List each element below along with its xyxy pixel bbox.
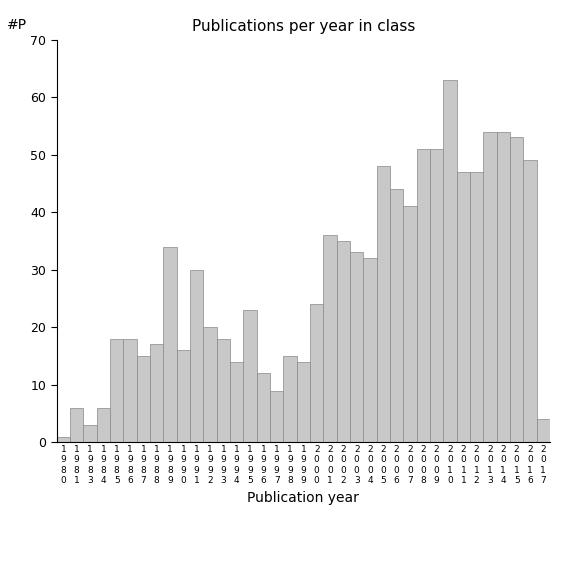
Y-axis label: #P: #P bbox=[7, 18, 27, 32]
Bar bbox=[257, 373, 270, 442]
Bar bbox=[403, 206, 417, 442]
Bar bbox=[390, 189, 403, 442]
Bar bbox=[204, 327, 217, 442]
Bar bbox=[470, 172, 483, 442]
Bar bbox=[510, 137, 523, 442]
Bar bbox=[310, 304, 323, 442]
Bar bbox=[124, 338, 137, 442]
Bar bbox=[363, 258, 376, 442]
Bar bbox=[430, 149, 443, 442]
Bar bbox=[190, 270, 204, 442]
Bar bbox=[443, 80, 456, 442]
Bar bbox=[297, 362, 310, 442]
Bar bbox=[137, 356, 150, 442]
Bar bbox=[217, 338, 230, 442]
Bar bbox=[523, 160, 536, 442]
Bar bbox=[350, 252, 363, 442]
Bar bbox=[150, 345, 163, 442]
X-axis label: Publication year: Publication year bbox=[247, 491, 359, 505]
Bar bbox=[284, 356, 297, 442]
Bar bbox=[57, 437, 70, 442]
Bar bbox=[456, 172, 470, 442]
Bar bbox=[97, 408, 110, 442]
Bar bbox=[323, 235, 337, 442]
Bar bbox=[270, 391, 284, 442]
Bar bbox=[497, 132, 510, 442]
Bar bbox=[243, 310, 257, 442]
Bar bbox=[376, 166, 390, 442]
Bar bbox=[483, 132, 497, 442]
Bar bbox=[83, 425, 97, 442]
Bar bbox=[177, 350, 190, 442]
Bar bbox=[70, 408, 83, 442]
Bar bbox=[417, 149, 430, 442]
Bar bbox=[110, 338, 124, 442]
Bar bbox=[163, 247, 177, 442]
Bar bbox=[536, 419, 550, 442]
Title: Publications per year in class: Publications per year in class bbox=[192, 19, 415, 35]
Bar bbox=[230, 362, 243, 442]
Bar bbox=[337, 241, 350, 442]
